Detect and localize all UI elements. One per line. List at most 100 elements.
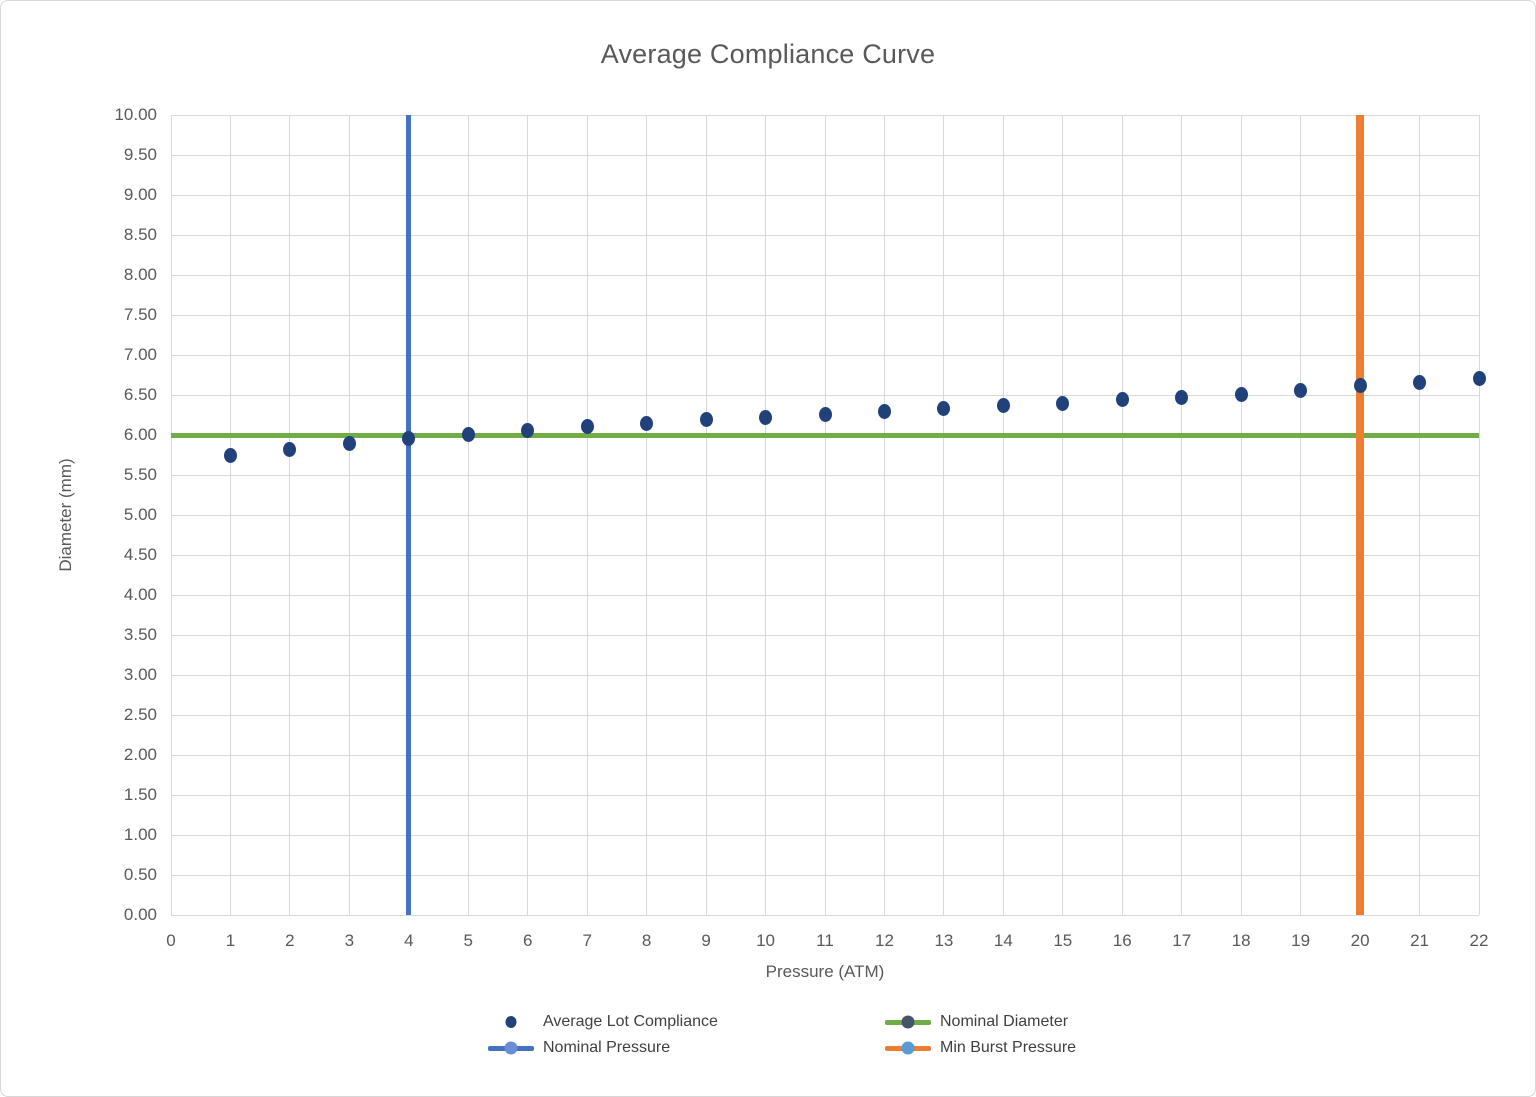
data-point (1056, 395, 1070, 411)
x-tick-label: 21 (1410, 931, 1429, 950)
x-gridline (824, 115, 826, 915)
legend-item-average-lot-compliance: Average Lot Compliance (488, 1010, 718, 1034)
x-tick-label: 16 (1112, 931, 1132, 950)
data-point (402, 430, 416, 446)
y-tick-label: 3.50 (123, 625, 157, 644)
y-tick-label: 7.00 (123, 345, 157, 364)
x-tick-label: 9 (701, 931, 711, 950)
y-tick-label: 2.00 (123, 745, 157, 764)
x-tick-label: 17 (1172, 931, 1192, 950)
data-point (521, 422, 535, 438)
data-point (699, 412, 713, 428)
legend-item-nominal-diameter: Nominal Diameter (885, 1010, 1068, 1034)
data-point (937, 401, 951, 417)
y-axis-title: Diameter (mm) (56, 458, 75, 572)
x-gridline (1240, 115, 1242, 915)
plot-area (170, 114, 1486, 916)
y-tick-label: 4.00 (123, 585, 157, 604)
x-tick-label: 1 (225, 931, 236, 950)
x-tick-label: 8 (641, 931, 652, 950)
data-point (580, 418, 594, 434)
nominal-pressure-line (406, 115, 412, 915)
x-tick-label: 7 (582, 931, 592, 950)
y-tick-label: 6.50 (123, 385, 157, 404)
x-tick-label: 13 (934, 931, 954, 950)
legend-label: Nominal Diameter (940, 1013, 1069, 1030)
x-gridline (467, 115, 469, 915)
x-tick-label: 14 (993, 931, 1013, 950)
y-tick-label: 0.50 (123, 865, 157, 884)
x-gridline (527, 115, 529, 915)
legend-dot (504, 1041, 518, 1055)
x-tick-label: 6 (522, 931, 533, 950)
x-tick-label: 15 (1053, 931, 1073, 950)
data-point (1294, 382, 1308, 398)
x-tick-label: 2 (285, 931, 295, 950)
x-gridline (765, 115, 767, 915)
legend-label: Min Burst Pressure (940, 1039, 1077, 1056)
x-gridline (1121, 115, 1123, 915)
x-tick-label: 4 (404, 931, 414, 950)
y-tick-label: 8.00 (123, 265, 157, 284)
line-marker-icon (488, 1036, 534, 1060)
x-gridline (883, 115, 885, 915)
y-tick-label: 8.50 (123, 225, 157, 244)
x-tick-label: 19 (1291, 931, 1311, 950)
legend-dot (901, 1015, 915, 1029)
legend-dot (901, 1041, 915, 1055)
x-tick-label: 18 (1231, 931, 1251, 950)
x-gridline (1478, 115, 1480, 915)
x-tick-label: 10 (756, 931, 775, 950)
x-gridline (1181, 115, 1183, 915)
y-tick-label: 2.50 (123, 705, 157, 724)
x-axis-title: Pressure (ATM) (765, 962, 885, 981)
y-tick-label: 9.50 (123, 145, 157, 164)
x-gridline (1419, 115, 1421, 915)
y-tick-label: 6.00 (123, 425, 157, 444)
data-point (1115, 392, 1129, 408)
data-point (996, 397, 1010, 413)
y-tick-label: 1.00 (123, 825, 157, 844)
x-gridline (229, 115, 231, 915)
data-point (1175, 389, 1189, 405)
x-gridline (1002, 115, 1004, 915)
x-tick-label: 22 (1469, 931, 1489, 950)
x-gridline (705, 115, 707, 915)
data-point (818, 406, 832, 422)
y-tick-label: 9.00 (123, 185, 157, 204)
y-tick-label: 5.00 (123, 505, 157, 524)
y-tick-label: 5.50 (123, 465, 157, 484)
y-tick-label: 4.50 (123, 545, 157, 564)
y-tick-label: 10.00 (114, 105, 157, 124)
x-gridline (1062, 115, 1064, 915)
x-gridline (586, 115, 588, 915)
data-point (1353, 377, 1367, 393)
legend-label: Nominal Pressure (543, 1039, 671, 1056)
x-tick-label: 0 (166, 931, 176, 950)
x-gridline (1300, 115, 1302, 915)
x-gridline (170, 115, 172, 915)
data-point (461, 426, 475, 442)
x-tick-label: 3 (344, 931, 355, 950)
x-gridline (646, 115, 648, 915)
x-tick-label: 5 (463, 931, 473, 950)
legend-item-min-burst-pressure: Min Burst Pressure (885, 1036, 1076, 1060)
data-point (283, 441, 297, 457)
nominal-diameter-line (171, 432, 1479, 438)
line-marker-icon (885, 1036, 931, 1060)
x-tick-label: 12 (874, 931, 894, 950)
x-gridline (348, 115, 350, 915)
data-point (1472, 370, 1486, 386)
scatter-dot-icon (488, 1010, 534, 1034)
data-point (640, 415, 654, 431)
data-point (342, 436, 356, 452)
y-tick-label: 7.50 (123, 305, 157, 324)
legend-item-nominal-pressure: Nominal Pressure (488, 1036, 670, 1060)
y-tick-label: 0.00 (123, 905, 157, 924)
x-gridline (943, 115, 945, 915)
y-tick-label: 1.50 (123, 785, 157, 804)
legend-label: Average Lot Compliance (543, 1013, 718, 1030)
x-tick-label: 11 (816, 931, 834, 950)
data-point (223, 448, 237, 464)
